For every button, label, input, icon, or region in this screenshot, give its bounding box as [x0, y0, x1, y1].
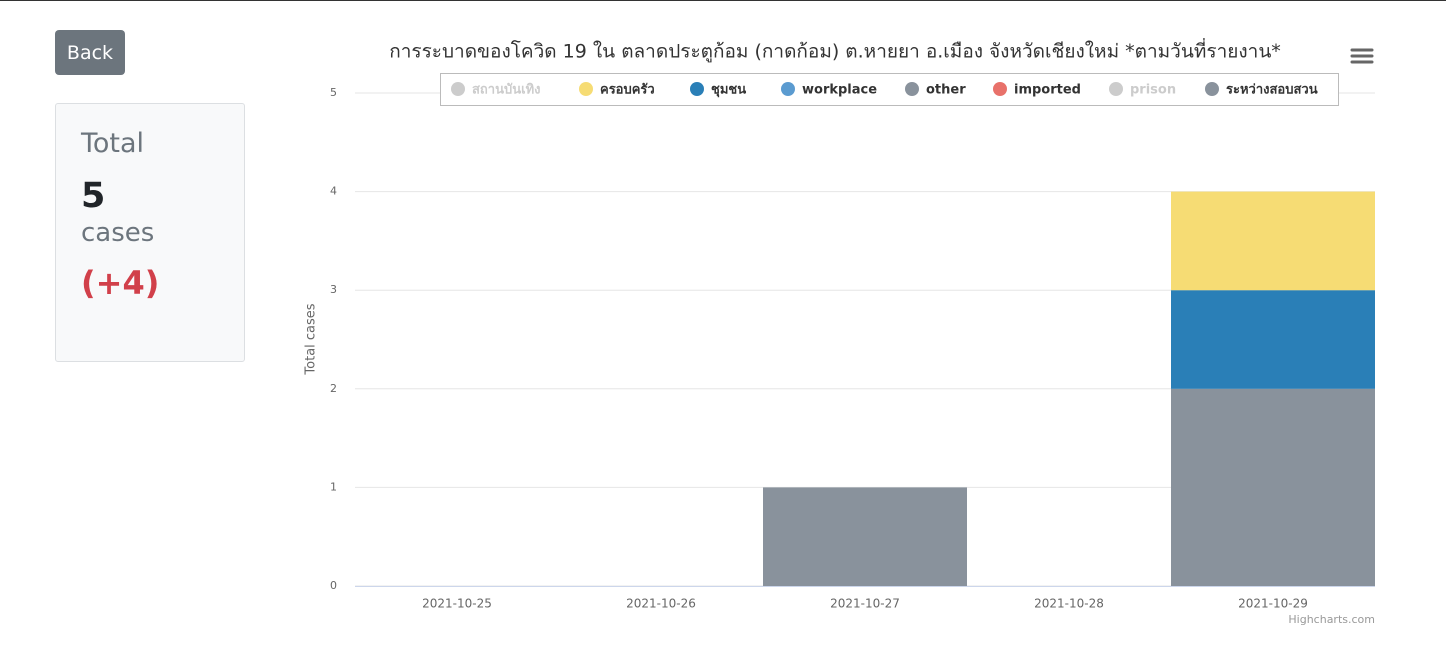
y-axis-label: Total cases — [304, 303, 319, 375]
bar-segment — [1171, 290, 1375, 389]
legend-label: workplace — [802, 83, 877, 98]
summary-card: Total 5 cases (+4) — [55, 103, 245, 362]
bar-segment — [1171, 191, 1375, 291]
legend: สถานบันเทิง ครอบครัว ชุมชน workplace other im… — [440, 73, 1339, 106]
credit: Highcharts.com — [1288, 613, 1375, 626]
x-tick-label: 2021-10-28 — [1034, 597, 1104, 611]
x-tick-label: 2021-10-29 — [1238, 597, 1308, 611]
legend-label: ระหว่างสอบสวน — [1226, 83, 1318, 98]
summary-unit: cases — [81, 218, 155, 248]
x-tick-label: 2021-10-25 — [422, 597, 492, 611]
bar-segment — [763, 487, 967, 586]
bar-segment — [1171, 388, 1375, 586]
bars — [763, 191, 1375, 586]
legend-marker — [905, 82, 919, 96]
back-button[interactable]: Back — [55, 30, 125, 75]
y-tick-label: 4 — [330, 185, 337, 198]
x-tick-label: 2021-10-27 — [830, 597, 900, 611]
legend-label: other — [926, 83, 966, 98]
legend-marker — [579, 82, 593, 96]
legend-marker — [451, 82, 465, 96]
legend-box — [440, 73, 1339, 106]
legend-marker — [690, 82, 704, 96]
legend-marker — [993, 82, 1007, 96]
y-tick-label: 3 — [330, 283, 337, 296]
y-tick-label: 0 — [330, 579, 337, 592]
y-tick-label: 5 — [330, 86, 337, 99]
legend-label: imported — [1014, 83, 1081, 98]
legend-marker — [1109, 82, 1123, 96]
legend-label: ครอบครัว — [600, 83, 655, 98]
x-tick-label: 2021-10-26 — [626, 597, 696, 611]
chart-title: การระบาดของโควิด 19 ใน ตลาดประตูก้อม (กา… — [389, 38, 1281, 63]
chart: การระบาดของโควิด 19 ใน ตลาดประตูก้อม (กา… — [304, 38, 1375, 626]
y-tick-label: 2 — [330, 382, 337, 395]
summary-count: 5 — [81, 176, 106, 216]
legend-label: ชุมชน — [711, 83, 746, 98]
legend-marker — [1205, 82, 1219, 96]
summary-change: (+4) — [81, 264, 160, 302]
summary-label: Total — [81, 128, 145, 159]
legend-label: prison — [1130, 83, 1176, 98]
y-tick-label: 1 — [330, 480, 337, 493]
legend-label: สถานบันเทิง — [472, 83, 541, 98]
menu-button[interactable] — [1350, 48, 1374, 65]
legend-marker — [781, 82, 795, 96]
